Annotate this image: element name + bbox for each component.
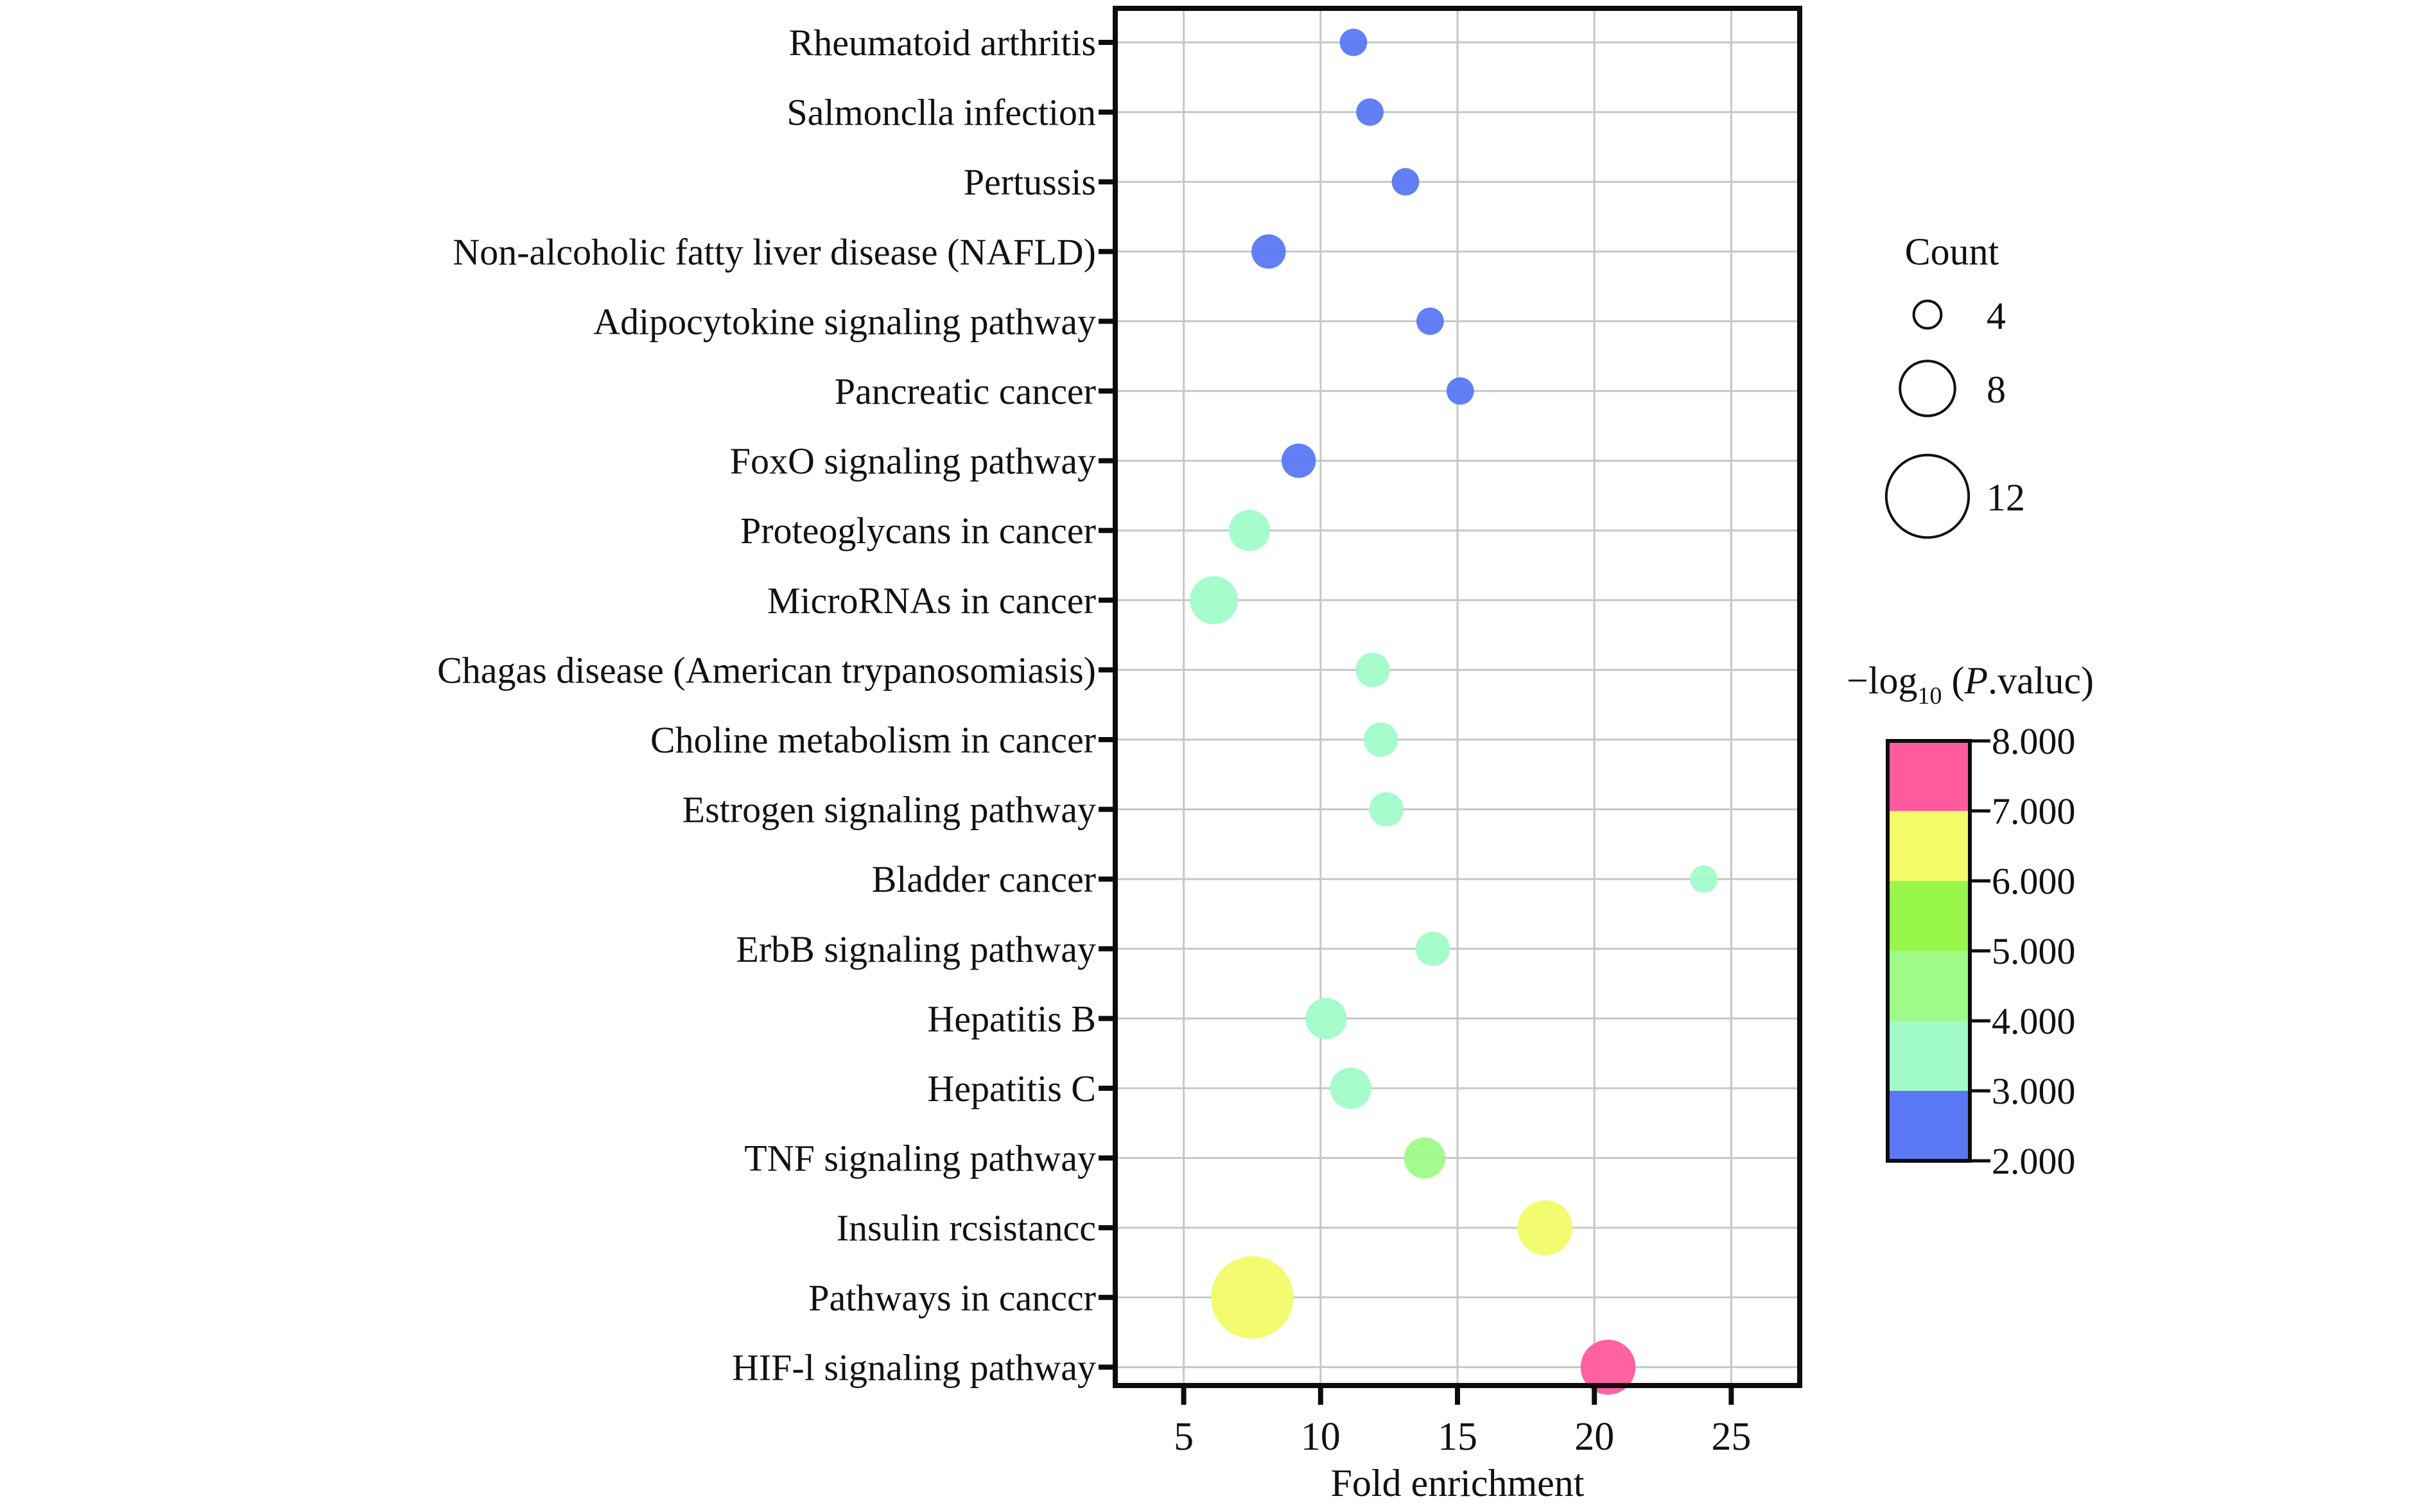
y-tick-label: Choline metabolism in cancer	[650, 719, 1096, 761]
color-legend: −log10 (P.valuc) 8.000 7.000 6.000 5.000 4.0…	[1847, 659, 2094, 1182]
y-tick-label: Adipocytokine signaling pathway	[593, 300, 1096, 342]
y-tick-label: HIF-l signaling pathway	[732, 1346, 1096, 1388]
size-legend-label: 12	[1987, 476, 2025, 519]
plot-area	[1113, 6, 1802, 1395]
colorbar-bin	[1888, 741, 1970, 811]
y-tick-label: ErbB signaling pathway	[736, 928, 1096, 970]
color-legend-title-open: (	[1942, 659, 1965, 702]
colorbar-bin	[1888, 811, 1970, 881]
colorbar-tick-label: 8.000	[1992, 720, 2076, 762]
y-tick-label: Bladder cancer	[872, 858, 1096, 900]
x-axis: Fold enrichment 5 10 15 20 25	[1174, 1386, 1751, 1504]
y-tick-label: Rheumatoid arthritis	[789, 22, 1096, 64]
colorbar-tick-label: 6.000	[1992, 860, 2076, 902]
color-legend-title-rest: .valuc)	[1988, 659, 2094, 702]
bubble-point	[1404, 1137, 1445, 1179]
colorbar-bin	[1888, 881, 1970, 951]
bubble-point	[1211, 1256, 1294, 1339]
x-tick-label: 25	[1711, 1415, 1751, 1459]
y-tick-label: Pathways in canccr	[808, 1277, 1096, 1319]
bubble-point	[1446, 377, 1474, 405]
bubble-point	[1391, 168, 1420, 196]
colorbar-tick-label: 4.000	[1992, 1000, 2076, 1042]
y-axis: Rheumatoid arthritis Salmonclla infection…	[437, 22, 1115, 1388]
x-tick-label: 20	[1574, 1415, 1614, 1459]
size-legend-circle	[1899, 360, 1956, 417]
bubble-point	[1690, 865, 1718, 893]
size-legend: Count 4 8 12	[1884, 230, 2025, 539]
bubble-point	[1305, 998, 1347, 1039]
colorbar-tick-label: 7.000	[1992, 790, 2076, 832]
bubble-point	[1363, 722, 1398, 757]
x-tick-label: 15	[1438, 1415, 1477, 1459]
colorbar-bin	[1888, 951, 1970, 1021]
colorbar-bin	[1888, 1021, 1970, 1091]
y-tick-label: Hepatitis C	[927, 1068, 1096, 1109]
color-legend-title-prefix: −log	[1847, 659, 1918, 702]
size-legend-label: 4	[1987, 295, 2006, 337]
bubble-point	[1228, 510, 1271, 552]
bubble-point	[1517, 1200, 1573, 1255]
y-tick-label: MicroRNAs in cancer	[767, 580, 1096, 621]
y-tick-label: Pertussis	[964, 161, 1096, 203]
color-legend-title: −log10 (P.valuc)	[1847, 659, 2094, 709]
colorbar-tick-label: 5.000	[1992, 930, 2076, 972]
y-tick-label: TNF signaling pathway	[744, 1138, 1096, 1179]
colorbar-tick-label: 2.000	[1992, 1140, 2076, 1182]
bubble-point	[1339, 28, 1368, 56]
bubble-point	[1330, 1067, 1371, 1109]
x-tick-label: 5	[1174, 1415, 1194, 1459]
y-tick-label: Estrogen signaling pathway	[683, 789, 1096, 831]
bubble-point	[1355, 652, 1390, 688]
bubble-point	[1281, 443, 1316, 478]
bubble-point	[1415, 932, 1450, 966]
size-legend-label: 8	[1987, 369, 2006, 411]
bubble-point	[1356, 98, 1384, 126]
y-tick-label: Pancreatic cancer	[835, 370, 1096, 412]
x-axis-title: Fold enrichment	[1331, 1462, 1585, 1504]
color-legend-title-sub: 10	[1918, 682, 1942, 709]
bubble-point	[1251, 234, 1286, 269]
y-tick-label: Insulin rcsistancc	[837, 1207, 1096, 1249]
color-legend-title-italic: P	[1964, 659, 1988, 702]
y-tick-label: Chagas disease (American trypanosomiasis…	[437, 649, 1096, 691]
y-tick-label: FoxO signaling pathway	[730, 440, 1096, 482]
y-tick-label: Hepatitis B	[927, 998, 1096, 1039]
x-tick-label: 10	[1301, 1415, 1341, 1459]
colorbar-bin	[1888, 1091, 1970, 1161]
size-legend-title: Count	[1905, 230, 1999, 273]
bubble-point	[1369, 792, 1404, 827]
colorbar-tick-label: 3.000	[1992, 1070, 2076, 1112]
y-tick-label: Non-alcoholic fatty liver disease (NAFLD…	[453, 231, 1096, 273]
bubble-point	[1580, 1339, 1636, 1395]
size-legend-circle	[1884, 453, 1970, 539]
size-legend-circle	[1912, 299, 1943, 330]
y-tick-label: Salmonclla infection	[787, 92, 1096, 134]
bubble-point	[1190, 576, 1238, 625]
y-tick-label: Proteoglycans in cancer	[740, 510, 1096, 552]
bubble-point	[1416, 308, 1444, 335]
